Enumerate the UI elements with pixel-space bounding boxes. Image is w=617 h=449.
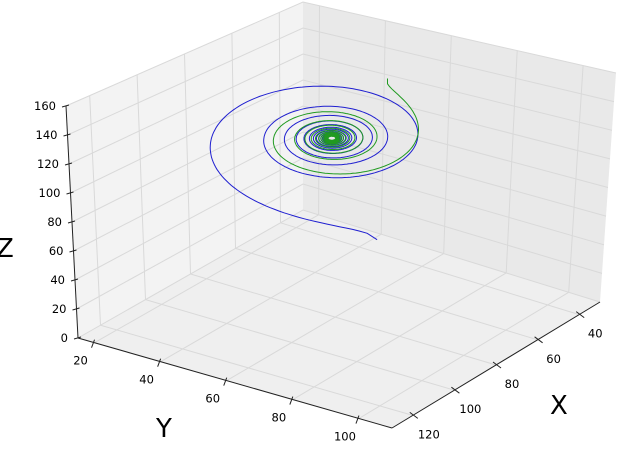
z-gridline (74, 157, 605, 281)
y-tick-mark (157, 358, 162, 367)
z-tick-label: 20 (52, 302, 67, 316)
x-gridline (184, 53, 497, 366)
y-gridline (358, 65, 584, 419)
y-axis-line (77, 337, 393, 429)
x-tick-label: 100 (459, 402, 481, 416)
z-tick-label: 80 (47, 215, 62, 229)
y-gridline (160, 20, 386, 363)
y-gridline (292, 50, 518, 401)
z-tick-label: 160 (34, 99, 56, 113)
series-layer (209, 78, 419, 241)
axis-panes (66, 2, 616, 428)
z-tick-label: 140 (36, 128, 58, 142)
y-gridline (94, 5, 320, 344)
z-tick-mark (61, 104, 70, 108)
x-axis-label: X (550, 391, 568, 421)
y-tick-label: 60 (205, 392, 220, 406)
z-gridline (67, 27, 615, 136)
z-tick-label: 120 (37, 157, 59, 171)
z-gridline (73, 131, 607, 252)
x-tick-mark (492, 361, 502, 369)
z-tick-mark (72, 307, 80, 311)
y-tick-label: 40 (139, 373, 154, 387)
y-tick-label: 80 (272, 411, 287, 425)
z-gridline (68, 53, 613, 165)
x-gridline (136, 74, 455, 391)
x-tick-mark (575, 311, 585, 319)
x-tick-label: 40 (588, 327, 603, 341)
y-tick-label: 20 (73, 354, 88, 368)
x-gridline (89, 95, 413, 416)
z-tick-mark (73, 336, 82, 340)
z-tick-label: 0 (61, 331, 68, 345)
z-tick-label: 100 (39, 186, 61, 200)
z-tick-mark (70, 278, 79, 282)
z-tick-mark (63, 133, 71, 137)
x-tick-label: 60 (546, 352, 561, 366)
z-gridline (71, 105, 609, 223)
grid-lines (65, 1, 617, 419)
z-gridline (65, 1, 617, 107)
z-tick-label: 40 (50, 273, 65, 287)
x-tick-mark (409, 411, 419, 419)
z-gridline (76, 183, 603, 310)
z-axis-label: Z (0, 234, 14, 264)
series-line (272, 78, 419, 175)
x-gridline (231, 33, 538, 341)
z-tick-mark (66, 191, 74, 195)
y-tick-mark (355, 415, 360, 424)
x-tick-mark (534, 336, 543, 344)
y-tick-label: 100 (334, 430, 356, 444)
y-tick-mark (289, 396, 294, 405)
x-gridline (278, 12, 580, 316)
x-tick-label: 120 (418, 427, 440, 441)
left-pane (66, 2, 303, 338)
z-gridline (70, 79, 611, 194)
y-tick-mark (91, 339, 95, 348)
z-tick-mark (69, 249, 77, 253)
floor-pane (78, 210, 600, 428)
y-tick-mark (223, 377, 228, 386)
z-tick-mark (67, 220, 76, 224)
z-gridline (77, 209, 601, 339)
x-tick-mark (451, 386, 460, 394)
z-tick-label: 60 (49, 244, 64, 258)
z-tick-mark (64, 162, 73, 166)
x-axis-line (391, 301, 601, 429)
y-axis-label: Y (155, 414, 172, 444)
tick-layer: 0 20 40 60 80 100 120 140 160 20 40 60 80 100 40 60 80 10… (34, 99, 602, 444)
x-tick-label: 80 (505, 377, 520, 391)
y-gridline (226, 35, 452, 382)
